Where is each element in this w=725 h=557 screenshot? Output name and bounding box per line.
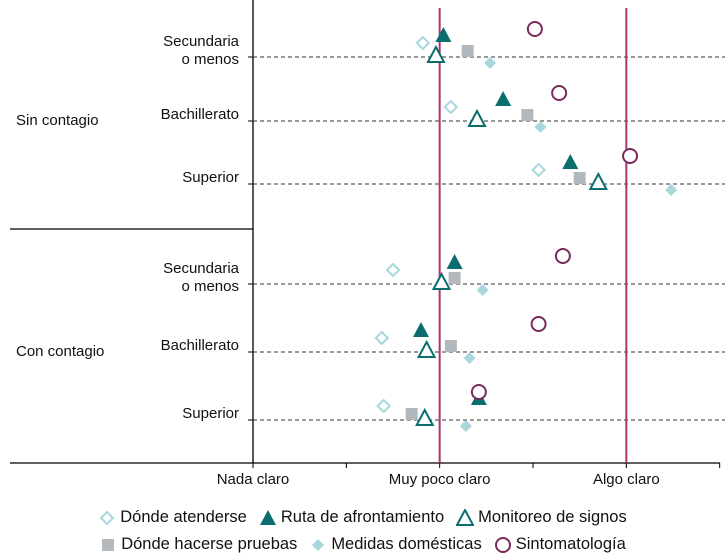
data-point [413,322,429,337]
marker [494,536,511,553]
data-point [526,21,543,37]
legend-label: Dónde hacerse pruebas [121,535,298,553]
data-point [622,148,639,164]
data-point [376,398,392,414]
data-point [521,109,534,121]
data-point [415,35,431,51]
marker [456,508,475,526]
marker [259,509,276,525]
legend-label: Sintomatología [515,535,626,553]
marker [312,538,325,551]
data-point [444,340,457,352]
category-label: Bachillerato [160,337,239,354]
data-point [554,248,571,264]
legend: Dónde atenderse Ruta de afrontamiento Moni… [0,504,725,557]
legend-label: Ruta de afrontamiento [280,508,445,526]
data-point [495,91,512,106]
data-point [588,171,608,190]
data-point [534,121,547,133]
legend-icon [99,510,115,525]
marker [99,510,115,525]
data-point [484,57,497,69]
data-point [463,352,476,364]
legend-row: Dónde hacerse pruebas Medidas domésticas S… [0,531,725,557]
data-point [461,45,474,57]
data-point [435,27,452,42]
data-point [470,384,487,400]
data-point [405,408,418,420]
legend-icon [494,536,511,553]
x-tick-label: Nada claro [217,471,290,488]
data-point [385,262,401,278]
data-point [446,254,463,269]
legend-icon [102,538,115,551]
data-point [476,284,489,296]
x-tick-label: Algo claro [593,471,660,488]
group-label: Con contagio [16,343,105,360]
legend-icon [456,508,475,526]
data-point [562,154,579,169]
data-point [374,330,390,346]
legend-label: Dónde atenderse [120,508,247,526]
category-label: Superior [182,405,239,422]
legend-row: Dónde atenderse Ruta de afrontamiento Moni… [0,504,725,531]
data-point [443,99,459,115]
data-point [415,407,435,426]
data-point [665,184,678,196]
data-point [448,272,461,284]
legend-icon [259,509,276,525]
data-point [551,85,568,101]
data-point [416,339,437,358]
x-tick-label: Muy poco claro [389,471,491,488]
data-point [431,271,452,290]
legend-icon [312,538,325,551]
legend-item: Ruta de afrontamiento [259,508,444,527]
legend-label: Medidas domésticas [331,535,482,553]
data-point [531,162,547,178]
marker [102,538,115,551]
group-label: Sin contagio [16,112,99,129]
data-point [459,420,472,432]
data-point [573,172,586,184]
category-label: Secundaria o menos [163,33,239,68]
category-label: Secundaria o menos [163,260,239,295]
category-label: Bachillerato [160,106,239,123]
legend-item: Monitoreo de signos [456,508,627,527]
plot-area: Nada claro Muy poco claro Algo claro [10,0,725,488]
data-point [467,108,487,127]
category-label: Superior [182,169,239,186]
legend-item: Dónde hacerse pruebas [99,535,297,554]
legend-item: Sintomatología [494,535,626,554]
data-point [530,316,547,332]
legend-item: Dónde atenderse [98,508,247,527]
legend-item: Medidas domésticas [309,535,482,554]
data-point [426,44,446,63]
legend-label: Monitoreo de signos [478,508,627,526]
